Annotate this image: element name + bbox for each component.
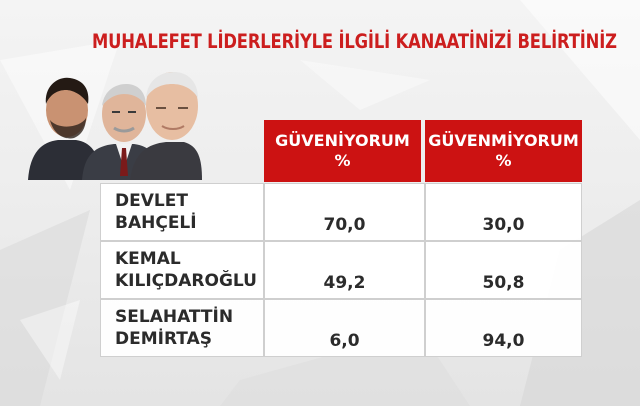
row-3-trust-value: 6,0 [264, 299, 425, 357]
column-header-distrust-unit: % [495, 151, 512, 170]
row-name-1-last: BAHÇELİ [115, 213, 197, 233]
column-header-trust: GÜVENİYORUM % [264, 120, 421, 182]
row-name-1-first: DEVLET [115, 191, 188, 211]
row-2-trust-value: 49,2 [264, 241, 425, 299]
row-name-1: DEVLET BAHÇELİ [100, 183, 264, 241]
portrait-icon [130, 72, 202, 180]
row-2-distrust-value: 50,8 [425, 241, 582, 299]
column-header-distrust-label: GÜVENMİYORUM [428, 131, 579, 150]
row-name-2-first: KEMAL [115, 249, 181, 269]
row-name-3: SELAHATTİN DEMİRTAŞ [100, 299, 264, 357]
row-name-3-first: SELAHATTİN [115, 307, 234, 327]
row-name-2-last: KILIÇDAROĞLU [115, 271, 257, 291]
page-title: MUHALEFET LİDERLERİYLE İLGİLİ KANAATİNİZ… [92, 30, 617, 53]
portraits [28, 72, 202, 180]
column-header-distrust: GÜVENMİYORUM % [425, 120, 582, 182]
row-name-2: KEMAL KILIÇDAROĞLU [100, 241, 264, 299]
row-3-distrust-value: 94,0 [425, 299, 582, 357]
column-header-trust-unit: % [334, 151, 351, 170]
column-header-trust-label: GÜVENİYORUM [275, 131, 410, 150]
row-name-3-last: DEMİRTAŞ [115, 329, 212, 349]
row-1-distrust-value: 30,0 [425, 183, 582, 241]
row-1-trust-value: 70,0 [264, 183, 425, 241]
